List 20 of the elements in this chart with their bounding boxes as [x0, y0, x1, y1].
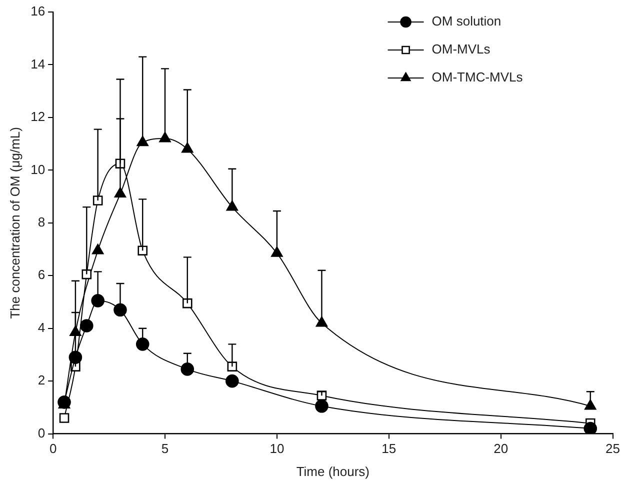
legend-label: OM-MVLs: [432, 42, 491, 57]
y-tick-label: 8: [38, 214, 46, 230]
y-tick-label: 12: [30, 109, 46, 124]
legend-label: OM solution: [432, 14, 502, 29]
y-tick-label: 4: [38, 320, 46, 335]
y-tick-label: 16: [30, 4, 46, 19]
x-tick-label: 25: [606, 441, 620, 456]
y-tick-label: 10: [30, 162, 46, 177]
x-tick-label: 15: [382, 441, 396, 456]
x-tick-label: 0: [49, 441, 57, 456]
y-tick-label: 6: [38, 267, 46, 282]
x-tick-label: 20: [494, 441, 508, 456]
y-tick-label: 2: [38, 372, 46, 388]
y-tick-label: 0: [38, 425, 46, 440]
x-tick-label: 10: [270, 441, 284, 456]
x-tick-label: 5: [161, 441, 169, 456]
x-axis-title: Time (hours): [296, 464, 370, 479]
legend-label: OM-TMC-MVLs: [432, 70, 524, 85]
y-axis-title: The concentration of OM (μg/mL): [7, 127, 22, 319]
y-tick-label: 14: [30, 56, 46, 72]
